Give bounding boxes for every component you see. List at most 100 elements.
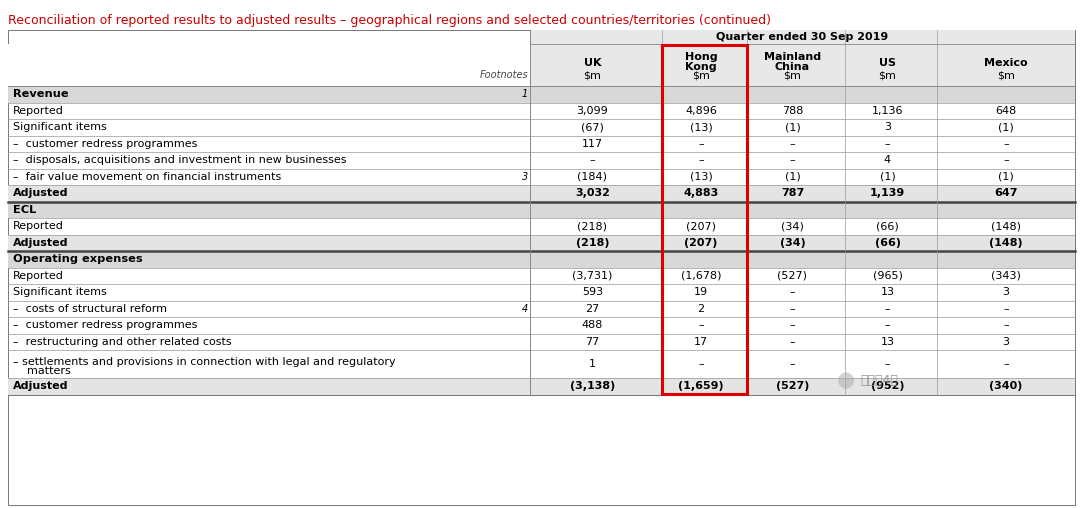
Text: –: –	[590, 155, 595, 165]
Text: 3: 3	[1002, 337, 1010, 347]
Text: –  fair value movement on financial instruments: – fair value movement on financial instr…	[13, 172, 281, 182]
Text: 1,136: 1,136	[872, 106, 903, 116]
Text: Revenue: Revenue	[13, 89, 69, 99]
Text: (184): (184)	[578, 172, 607, 182]
Text: $m: $m	[784, 70, 801, 80]
Text: 4,896: 4,896	[685, 106, 717, 116]
Text: 488: 488	[582, 320, 604, 330]
Text: 3: 3	[885, 122, 891, 132]
Text: $m: $m	[692, 70, 710, 80]
Text: Operating expenses: Operating expenses	[13, 254, 143, 264]
Text: –: –	[1003, 320, 1009, 330]
Text: –  customer redress programmes: – customer redress programmes	[13, 320, 198, 330]
Text: 1,139: 1,139	[869, 188, 905, 198]
Text: –: –	[789, 287, 795, 297]
Text: –  customer redress programmes: – customer redress programmes	[13, 139, 198, 149]
Text: US: US	[879, 58, 896, 68]
Text: Reported: Reported	[13, 221, 64, 231]
Text: –: –	[789, 359, 795, 369]
Text: –  costs of structural reform: – costs of structural reform	[13, 304, 167, 314]
Text: (13): (13)	[690, 122, 713, 132]
Text: 1: 1	[589, 359, 596, 369]
Text: China: China	[775, 62, 810, 72]
Text: (148): (148)	[991, 221, 1021, 231]
Text: 117: 117	[582, 139, 603, 149]
Text: 27: 27	[585, 304, 599, 314]
Text: $m: $m	[997, 70, 1015, 80]
Text: (218): (218)	[576, 238, 609, 248]
Bar	[8, 44, 530, 86]
Text: –: –	[885, 139, 890, 149]
Text: –: –	[789, 337, 795, 347]
Text: (1): (1)	[998, 172, 1014, 182]
Text: 788: 788	[782, 106, 804, 116]
Text: (1): (1)	[998, 122, 1014, 132]
Text: 3,099: 3,099	[577, 106, 608, 116]
Text: (527): (527)	[778, 271, 808, 281]
Text: (3,138): (3,138)	[570, 381, 616, 391]
Text: $m: $m	[583, 70, 602, 80]
Text: –: –	[698, 155, 704, 165]
Text: 3: 3	[522, 172, 528, 182]
Text: (207): (207)	[686, 221, 716, 231]
Text: (965): (965)	[873, 271, 903, 281]
Text: –: –	[1003, 359, 1009, 369]
Text: Adjusted: Adjusted	[13, 238, 68, 248]
Text: (1): (1)	[785, 172, 800, 182]
Text: Mainland: Mainland	[764, 52, 821, 62]
Text: –: –	[1003, 304, 1009, 314]
Text: –: –	[698, 359, 704, 369]
Text: – settlements and provisions in connection with legal and regulatory: – settlements and provisions in connecti…	[13, 357, 395, 367]
Text: (527): (527)	[775, 381, 809, 391]
Text: 1: 1	[522, 89, 528, 99]
Text: –  disposals, acquisitions and investment in new businesses: – disposals, acquisitions and investment…	[13, 155, 347, 165]
Text: Reconciliation of reported results to adjusted results – geographical regions an: Reconciliation of reported results to ad…	[8, 14, 771, 27]
Text: (3,731): (3,731)	[572, 271, 612, 281]
Text: (207): (207)	[685, 238, 718, 248]
Text: Adjusted: Adjusted	[13, 188, 68, 198]
Bar	[8, 378, 1075, 395]
Text: Significant items: Significant items	[13, 287, 107, 297]
Text: ECL: ECL	[13, 205, 37, 215]
Text: (340): (340)	[989, 381, 1023, 391]
Text: –: –	[789, 155, 795, 165]
Text: (34): (34)	[780, 238, 806, 248]
Text: 3,032: 3,032	[575, 188, 610, 198]
Bar	[662, 45, 747, 394]
Text: –: –	[885, 359, 890, 369]
Text: –: –	[1003, 139, 1009, 149]
Text: 787: 787	[781, 188, 805, 198]
Text: 77: 77	[585, 337, 599, 347]
Text: –  restructuring and other related costs: – restructuring and other related costs	[13, 337, 231, 347]
Text: 13: 13	[880, 337, 894, 347]
Circle shape	[838, 372, 854, 389]
Text: 4: 4	[522, 304, 528, 314]
Text: Hong: Hong	[685, 52, 717, 62]
Text: –: –	[789, 139, 795, 149]
Bar	[8, 202, 1075, 218]
Text: 13: 13	[880, 287, 894, 297]
Text: (34): (34)	[781, 221, 804, 231]
Text: 3: 3	[1002, 287, 1010, 297]
Text: (1): (1)	[785, 122, 800, 132]
Bar	[8, 185, 1075, 202]
Text: (13): (13)	[690, 172, 713, 182]
Text: –: –	[698, 139, 704, 149]
Text: UK: UK	[584, 58, 602, 68]
Text: –: –	[789, 320, 795, 330]
Text: 19: 19	[694, 287, 708, 297]
Bar	[530, 30, 1075, 44]
Text: –: –	[789, 304, 795, 314]
Text: –: –	[885, 320, 890, 330]
Text: 648: 648	[996, 106, 1016, 116]
Text: Adjusted: Adjusted	[13, 381, 68, 391]
Text: 2: 2	[698, 304, 704, 314]
Text: matters: matters	[13, 366, 71, 376]
Text: $m: $m	[878, 70, 896, 80]
Text: –: –	[885, 304, 890, 314]
Text: (148): (148)	[989, 238, 1023, 248]
Text: Quarter ended 30 Sep 2019: Quarter ended 30 Sep 2019	[716, 32, 889, 42]
Bar	[8, 251, 1075, 268]
Text: (1,678): (1,678)	[680, 271, 721, 281]
Text: (1): (1)	[879, 172, 895, 182]
